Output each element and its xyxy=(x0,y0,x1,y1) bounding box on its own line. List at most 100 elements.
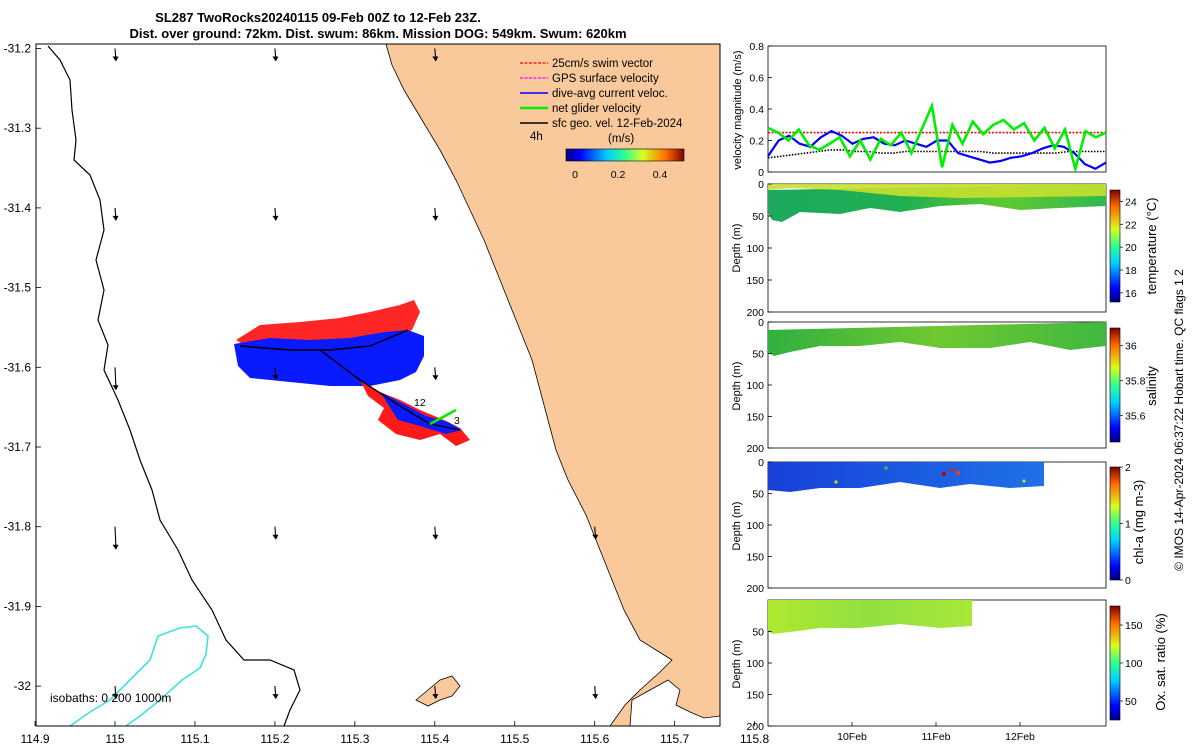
oxygen-colorbar xyxy=(1109,605,1121,721)
oxygen-ytick-label: 100 xyxy=(746,658,764,670)
oxygen-field xyxy=(768,600,972,634)
geo-arrow-head xyxy=(432,56,439,62)
salinity-colorbar-ticks: 35.6 35.8 36 xyxy=(1120,341,1146,423)
temperature-ctick-label: 22 xyxy=(1125,219,1137,231)
temperature-ytick-label: 0 xyxy=(758,179,764,191)
chlorophyll-panel: 0 50 100 150 200 0 1 2 Depth (m) chl-a (mg m-3… xyxy=(731,457,1146,595)
legend-gps-velocity: GPS surface velocity xyxy=(552,73,659,85)
legend-sfc-geo-velocity: sfc geo. vel. 12-Feb-2024 xyxy=(552,118,683,130)
colorbar-tick-0: 0 xyxy=(572,169,578,181)
geo-arrow-head xyxy=(112,694,119,700)
temperature-ytick-label: 200 xyxy=(746,307,764,319)
isobaths-label: isobaths: 0 200 1000m xyxy=(50,691,171,705)
temperature-ylabel: Depth (m) xyxy=(731,224,743,273)
geo-arrow-head xyxy=(592,534,599,540)
geo-arrow-head xyxy=(112,385,119,391)
geo-arrow-head xyxy=(272,215,279,221)
oxygen-ytick-label: 150 xyxy=(746,690,764,702)
oxygen-ctick-label: 100 xyxy=(1125,658,1143,670)
velocity-panel: 0 0.2 0.4 0.6 0.8 velocity magnitude (m/s) xyxy=(732,41,1107,179)
chlorophyll-y-ticks: 0 50 100 150 200 xyxy=(746,457,772,595)
salinity-ylabel: Depth (m) xyxy=(731,362,743,411)
oxygen-ctick-label: 50 xyxy=(1125,696,1137,708)
velocity-ytick-label: 0.6 xyxy=(749,73,764,85)
geo-arrow-head xyxy=(432,534,439,540)
chlorophyll-ytick-label: 100 xyxy=(746,520,764,532)
legend-swim-vector: 25cm/s swim vector xyxy=(552,58,653,70)
chlorophyll-ctick-label: 0 xyxy=(1125,575,1131,587)
colorbar-tick-0.2: 0.2 xyxy=(611,169,626,181)
sfc-geo-velocity-arrows xyxy=(112,48,599,700)
isobath-200m xyxy=(47,45,301,726)
chlorophyll-ytick-label: 50 xyxy=(752,489,764,501)
velocity-ytick-label: 0.2 xyxy=(749,136,764,148)
oxygen-colorbar-ticks: 50 100 150 xyxy=(1120,620,1143,708)
map-xtick-label: 115.2 xyxy=(260,732,289,746)
oxygen-ylabel: Depth (m) xyxy=(731,640,743,689)
geo-arrow-head xyxy=(272,694,279,700)
map-legend: 25cm/s swim vector GPS surface velocity … xyxy=(520,58,685,181)
temperature-ytick-label: 50 xyxy=(752,211,764,223)
oxygen-ytick-label: 50 xyxy=(752,627,764,639)
salinity-ctick-label: 36 xyxy=(1125,341,1137,353)
velocity-ytick-label: 0.4 xyxy=(749,104,764,116)
temperature-y-ticks: 0 50 100 150 200 xyxy=(746,179,772,319)
map-xtick-label: 114.9 xyxy=(20,732,49,746)
salinity-panel: 0 50 100 150 200 35.6 35.8 36 Depth (m) salini… xyxy=(731,317,1159,455)
speed-colorbar xyxy=(565,148,685,162)
oxygen-ytick-label: 200 xyxy=(746,721,764,733)
temperature-ctick-label: 18 xyxy=(1125,265,1137,277)
salinity-field xyxy=(768,322,1106,356)
map-ytick-label: -31.8 xyxy=(4,520,32,534)
map-xtick-label: 115.5 xyxy=(500,732,529,746)
temperature-colorbar xyxy=(1109,189,1121,303)
salinity-colorbar xyxy=(1109,327,1121,443)
geo-arrow-head xyxy=(112,544,119,550)
velocity-ylabel: velocity magnitude (m/s) xyxy=(732,50,744,169)
chlorophyll-colorbar-ticks: 0 1 2 xyxy=(1120,462,1131,587)
chlorophyll-field xyxy=(768,462,1044,492)
map-y-ticks: -31.2 -31.3 -31.4 -31.5 -31.6 -31.7 -31.8 -31.9… xyxy=(4,42,41,693)
map-ytick-label: -31.3 xyxy=(4,121,32,135)
map-ytick-label: -31.5 xyxy=(4,281,32,295)
temperature-ctick-label: 16 xyxy=(1125,288,1137,300)
salinity-ytick-label: 200 xyxy=(746,443,764,455)
chlorophyll-colorbar-label: chl-a (mg m-3) xyxy=(1131,480,1146,565)
map-xtick-label: 115.1 xyxy=(180,732,209,746)
temperature-ytick-label: 100 xyxy=(746,243,764,255)
track-label-3: 3 xyxy=(454,415,460,427)
velocity-y-ticks: 0 0.2 0.4 0.6 0.8 xyxy=(749,41,772,179)
map-ytick-label: -31.4 xyxy=(4,201,32,215)
oxygen-colorbar-label: Ox. sat. ratio (%) xyxy=(1153,613,1168,711)
geo-arrow-head xyxy=(432,375,439,381)
temperature-ctick-label: 20 xyxy=(1125,242,1137,254)
colorbar-label: (m/s) xyxy=(608,133,634,145)
map-panel: 12 3 114.9 115 115.1 115.2 115.3 115.4 115.5 11… xyxy=(4,42,770,747)
map-ytick-label: -31.7 xyxy=(4,440,32,454)
chlorophyll-ctick-label: 2 xyxy=(1125,462,1131,474)
velocity-ytick-label: 0.8 xyxy=(749,41,764,53)
temperature-ytick-label: 150 xyxy=(746,275,764,287)
map-xtick-label: 115 xyxy=(105,732,124,746)
geo-arrow-head xyxy=(592,694,599,700)
geo-arrow-head xyxy=(432,694,439,700)
temperature-panel: 0 50 100 150 200 16 18 20 22 24 Depth (m) temper… xyxy=(731,179,1159,319)
velocity-series xyxy=(767,101,1107,174)
time-label: 4h xyxy=(530,131,543,143)
map-ytick-label: -31.9 xyxy=(4,599,32,613)
velocity-ytick-label: 0 xyxy=(758,167,764,179)
salinity-y-ticks: 0 50 100 150 200 xyxy=(746,317,772,455)
geo-arrow-head xyxy=(272,534,279,540)
velocity-series-line xyxy=(767,101,1107,174)
chlorophyll-ytick-label: 200 xyxy=(746,583,764,595)
chlorophyll-ctick-label: 1 xyxy=(1125,519,1131,531)
land-area xyxy=(385,44,720,726)
salinity-ytick-label: 0 xyxy=(758,317,764,329)
geo-arrow-head xyxy=(272,375,279,381)
credit-text: © IMOS 14-Apr-2024 06:37:22 Hobart time.… xyxy=(1172,269,1186,571)
oxygen-y-ticks: 50 100 150 200 xyxy=(746,627,772,733)
isobath-1000m xyxy=(69,625,209,726)
salinity-ytick-label: 150 xyxy=(746,412,764,424)
chlorophyll-colorbar xyxy=(1109,466,1121,581)
salinity-ytick-label: 100 xyxy=(746,380,764,392)
